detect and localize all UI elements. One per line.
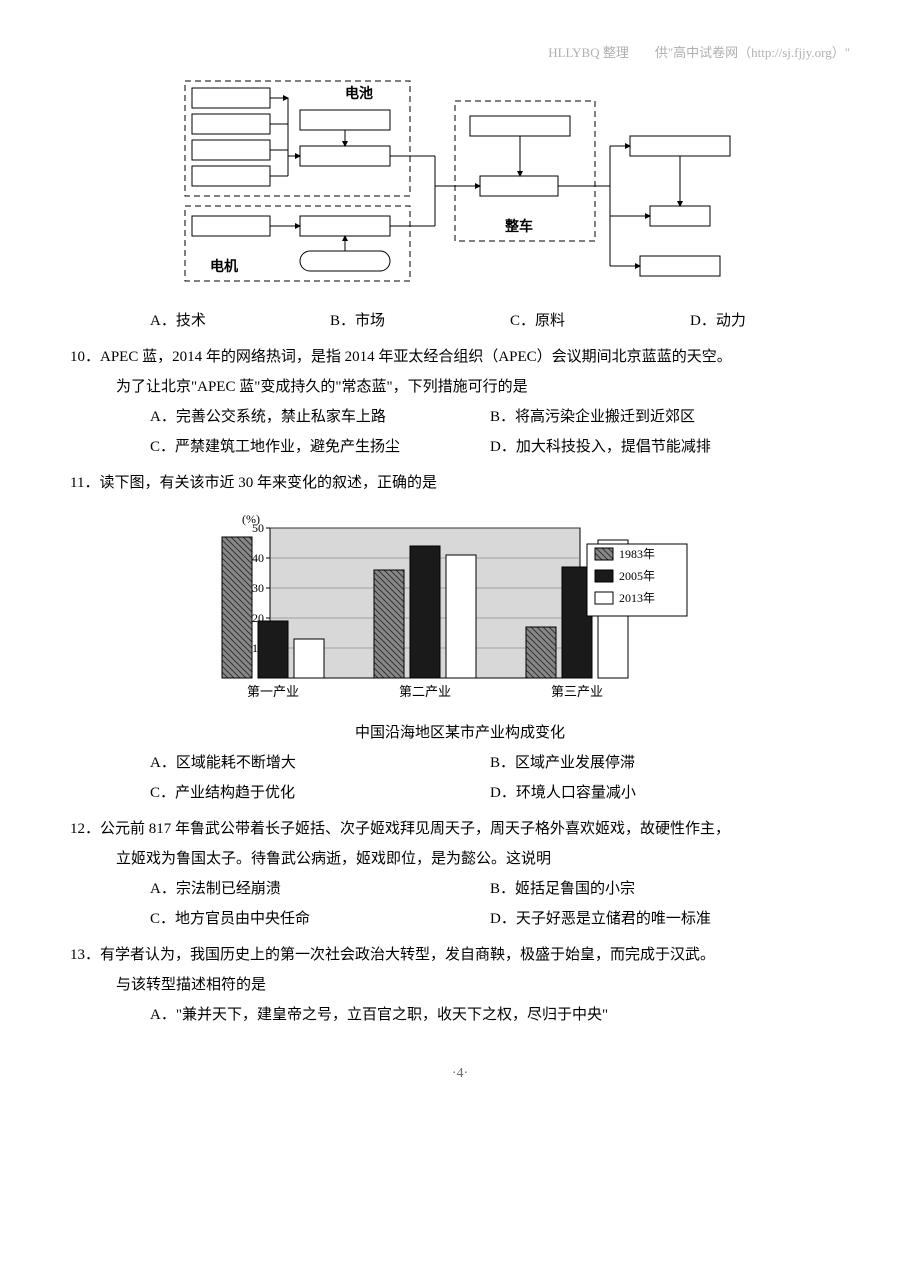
bar-chart: (%)1020304050第一产业第二产业第三产业1983年2005年2013年 (220, 508, 700, 708)
q12: 12．公元前 817 年鲁武公带着长子姬括、次子姬戏拜见周天子，周天子格外喜欢姬… (70, 814, 850, 934)
q10-stem1: 10．APEC 蓝，2014 年的网络热词，是指 2014 年亚太经合组织（AP… (70, 342, 850, 372)
svg-text:整车企业: 整车企业 (494, 179, 538, 193)
group-vehicle-label: 整车 (504, 218, 533, 235)
q12-opt-b: B．姬括足鲁国的小宗 (490, 874, 850, 904)
box-electrolyte: 电解液企业 (192, 88, 270, 108)
q9-opt-d: D．动力 (690, 306, 850, 336)
svg-text:充电站(桩): 充电站(桩) (646, 259, 698, 273)
page-header: HLLYBQ 整理 供"高中试卷网（http://sj.fjjy.org）" (70, 40, 850, 66)
q10: 10．APEC 蓝，2014 年的网络热词，是指 2014 年亚太经合组织（AP… (70, 342, 850, 462)
svg-text:2013年: 2013年 (619, 591, 655, 605)
box-rare-earth: 稀土企业 (192, 216, 270, 236)
q12-stem2: 立姬戏为鲁国太子。待鲁武公病逝，姬戏即位，是为懿公。这说明 (116, 844, 850, 874)
svg-text:其它零部件企业: 其它零部件企业 (476, 119, 553, 133)
box-control-sys: 电池控制系统 (300, 110, 390, 130)
q10-opt-c: C．严禁建筑工地作业，避免产生扬尘 (150, 432, 490, 462)
flow-diagram: 电池 电解液企业 正极材料企业 负极材料企业 隔膜材料企业 电池控制系统 动力电… (70, 76, 850, 296)
svg-text:动力电池企业: 动力电池企业 (306, 149, 372, 163)
svg-text:第一产业: 第一产业 (247, 684, 299, 699)
q11-opt-b: B．区域产业发展停滞 (490, 748, 850, 778)
svg-text:第二产业: 第二产业 (399, 684, 451, 699)
svg-text:电动车分销商: 电动车分销商 (638, 139, 704, 153)
svg-text:隔膜材料企业: 隔膜材料企业 (196, 169, 262, 183)
svg-text:2005年: 2005年 (619, 569, 655, 583)
svg-text:1983年: 1983年 (619, 547, 655, 561)
q13-opt-a: A．"兼并天下，建皇帝之号，立百官之职，收天下之权，尽归于中央" (150, 1000, 850, 1030)
q9-opt-b: B．市场 (330, 306, 490, 336)
svg-text:40: 40 (252, 551, 264, 565)
chart-caption: 中国沿海地区某市产业构成变化 (70, 718, 850, 748)
q11-opt-d: D．环境人口容量减小 (490, 778, 850, 808)
svg-text:消费者: 消费者 (662, 209, 695, 223)
q13-stem2: 与该转型描述相符的是 (116, 970, 850, 1000)
box-power-battery: 动力电池企业 (300, 146, 390, 166)
box-vehicle-ent: 整车企业 (480, 176, 558, 196)
group-motor-label: 电机 (210, 258, 238, 275)
box-separator: 隔膜材料企业 (192, 166, 270, 186)
svg-text:其它零部件: 其它零部件 (312, 254, 367, 268)
q9-options: A．技术 B．市场 C．原料 D．动力 (150, 306, 850, 336)
q12-opt-d: D．天子好恶是立储君的唯一标准 (490, 904, 850, 934)
svg-text:正极材料企业: 正极材料企业 (196, 117, 262, 131)
box-charging: 充电站(桩) (640, 256, 720, 276)
svg-text:负极材料企业: 负极材料企业 (196, 143, 262, 157)
page-number: ·4· (70, 1060, 850, 1088)
q12-stem1: 12．公元前 817 年鲁武公带着长子姬括、次子姬戏拜见周天子，周天子格外喜欢姬… (70, 814, 850, 844)
svg-text:第三产业: 第三产业 (551, 684, 603, 699)
q12-opt-a: A．宗法制已经崩溃 (150, 874, 490, 904)
q13-stem1: 13．有学者认为，我国历史上的第一次社会政治大转型，发自商鞅，极盛于始皇，而完成… (70, 940, 850, 970)
box-other-parts-2: 其它零部件企业 (470, 116, 570, 136)
q10-opt-a: A．完善公交系统，禁止私家车上路 (150, 402, 490, 432)
svg-text:电解液企业: 电解液企业 (196, 91, 251, 105)
box-other-parts-1: 其它零部件 (300, 251, 390, 271)
box-motor-sys: 电机系统企业 (300, 216, 390, 236)
box-anode: 负极材料企业 (192, 140, 270, 160)
svg-text:电池控制系统: 电池控制系统 (306, 113, 372, 127)
q11: 11．读下图，有关该市近 30 年来变化的叙述，正确的是 (%)10203040… (70, 468, 850, 808)
svg-text:30: 30 (252, 581, 264, 595)
q9-opt-c: C．原料 (510, 306, 670, 336)
q10-opt-b: B．将高污染企业搬迁到近郊区 (490, 402, 850, 432)
svg-text:稀土企业: 稀土企业 (204, 219, 248, 233)
q13: 13．有学者认为，我国历史上的第一次社会政治大转型，发自商鞅，极盛于始皇，而完成… (70, 940, 850, 1030)
q10-stem2: 为了让北京"APEC 蓝"变成持久的"常态蓝"，下列措施可行的是 (116, 372, 850, 402)
svg-text:电机系统企业: 电机系统企业 (306, 219, 372, 233)
box-cathode: 正极材料企业 (192, 114, 270, 134)
svg-text:50: 50 (252, 521, 264, 535)
box-distributor: 电动车分销商 (630, 136, 730, 156)
q10-opt-d: D．加大科技投入，提倡节能减排 (490, 432, 850, 462)
group-battery-label: 电池 (345, 85, 373, 102)
q11-opt-a: A．区域能耗不断增大 (150, 748, 490, 778)
q12-opt-c: C．地方官员由中央任命 (150, 904, 490, 934)
q11-stem: 11．读下图，有关该市近 30 年来变化的叙述，正确的是 (70, 468, 850, 498)
q9-opt-a: A．技术 (150, 306, 310, 336)
q11-opt-c: C．产业结构趋于优化 (150, 778, 490, 808)
box-consumer: 消费者 (650, 206, 710, 226)
